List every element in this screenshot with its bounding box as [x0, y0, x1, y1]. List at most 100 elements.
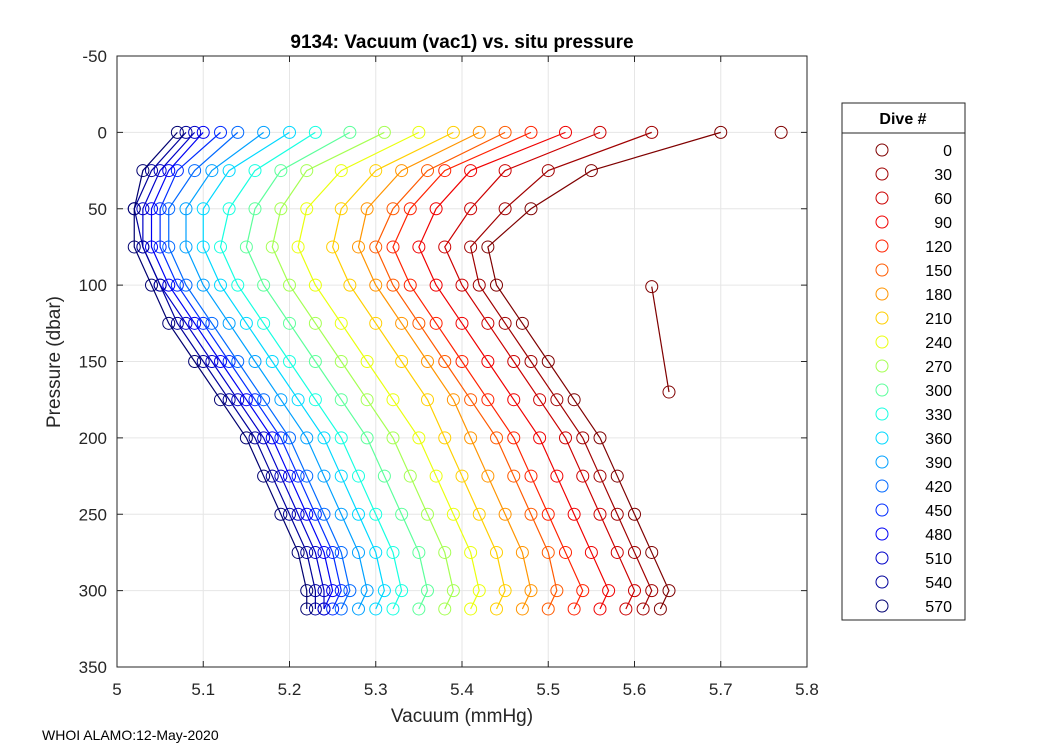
x-axis-title: Vacuum (mmHg): [391, 706, 533, 727]
data-point: [395, 507, 409, 521]
data-point: [308, 602, 322, 616]
legend-marker: [875, 599, 889, 613]
legend-marker: [875, 167, 889, 181]
legend-entry: 210: [875, 311, 952, 328]
data-point: [498, 316, 512, 330]
data-point: [274, 431, 288, 445]
y-tick-label: 150: [79, 353, 107, 372]
legend-entry: 270: [875, 359, 952, 376]
data-point: [196, 202, 210, 216]
data-point: [498, 125, 512, 139]
legend-entry: 540: [875, 575, 952, 592]
data-point: [481, 240, 495, 254]
series-dive-240: [291, 125, 486, 616]
data-point: [446, 125, 460, 139]
data-point: [162, 164, 176, 178]
data-point: [369, 240, 383, 254]
y-tick-label: 100: [79, 276, 107, 295]
data-point: [653, 602, 667, 616]
data-point: [145, 278, 158, 292]
legend: Dive # 0 30 60 90 120 150 180 210 240 270 300 330 36…: [841, 102, 966, 621]
data-point: [136, 240, 150, 254]
data-point: [196, 278, 210, 292]
data-point: [481, 469, 495, 483]
data-point: [326, 602, 340, 616]
data-point: [481, 393, 495, 407]
data-point: [369, 164, 383, 178]
data-point: [645, 125, 659, 139]
data-point: [507, 393, 521, 407]
legend-entry: 30: [875, 167, 952, 184]
data-point: [464, 431, 478, 445]
data-point: [550, 584, 564, 598]
data-point: [455, 316, 469, 330]
data-point: [283, 469, 296, 483]
annotation-point: [645, 280, 659, 294]
data-point: [222, 316, 236, 330]
legend-marker: [875, 263, 889, 277]
series-dive-30: [464, 125, 659, 616]
data-point: [334, 469, 348, 483]
data-point: [343, 278, 357, 292]
data-point: [317, 431, 331, 445]
data-point: [386, 431, 400, 445]
annotation-point: [774, 125, 788, 139]
series-line: [297, 131, 480, 610]
legend-entry: 510: [875, 551, 952, 568]
legend-label: 480: [925, 527, 952, 544]
data-point: [265, 355, 279, 368]
data-point: [386, 278, 400, 292]
data-point: [421, 507, 434, 521]
legend-entry: 480: [875, 527, 952, 544]
legend-entry: 150: [875, 263, 952, 280]
data-point: [541, 545, 555, 559]
data-point: [334, 507, 348, 521]
x-tick-label: 5.1: [191, 680, 215, 699]
data-point: [360, 355, 374, 368]
data-point: [162, 278, 176, 292]
legend-marker: [875, 455, 889, 469]
data-point: [334, 393, 348, 407]
data-point: [231, 355, 245, 368]
data-point: [446, 584, 460, 598]
legend-marker: [875, 335, 889, 349]
data-point: [334, 355, 348, 368]
data-point: [481, 316, 495, 330]
series-line: [418, 131, 610, 610]
axis-ticks: 5 5.1 5.2 5.3 5.4 5.5 5.6 5.7 5.8 -50 0 50 100 150 200…: [79, 47, 819, 699]
series-dive-360: [196, 125, 391, 616]
data-point: [533, 431, 547, 445]
data-point: [541, 507, 555, 521]
data-point: [205, 164, 219, 178]
data-point: [360, 584, 374, 598]
data-point: [472, 125, 486, 139]
data-point: [412, 545, 426, 559]
legend-marker: [875, 551, 889, 565]
data-point: [481, 355, 495, 368]
data-point: [472, 584, 486, 598]
y-tick-label: 350: [79, 658, 107, 677]
data-point: [300, 469, 314, 483]
legend-entry: 240: [875, 335, 952, 352]
series-line: [133, 131, 316, 609]
legend-entry: 60: [875, 191, 952, 208]
data-point: [602, 584, 616, 598]
data-point: [412, 125, 426, 139]
legend-marker: [875, 503, 889, 517]
data-point: [257, 431, 271, 445]
data-point: [283, 278, 296, 292]
data-point: [283, 125, 296, 139]
legend-entry: 450: [875, 503, 952, 520]
data-point: [550, 469, 564, 483]
data-point: [464, 240, 478, 254]
data-point: [507, 355, 521, 368]
data-point: [438, 431, 452, 445]
series-dive-540: [127, 125, 322, 616]
data-point: [377, 125, 391, 139]
data-point: [524, 355, 538, 368]
legend-label: 390: [925, 455, 952, 472]
x-tick-label: 5.3: [364, 680, 388, 699]
legend-marker: [875, 431, 889, 445]
legend-entry: 390: [875, 455, 952, 472]
